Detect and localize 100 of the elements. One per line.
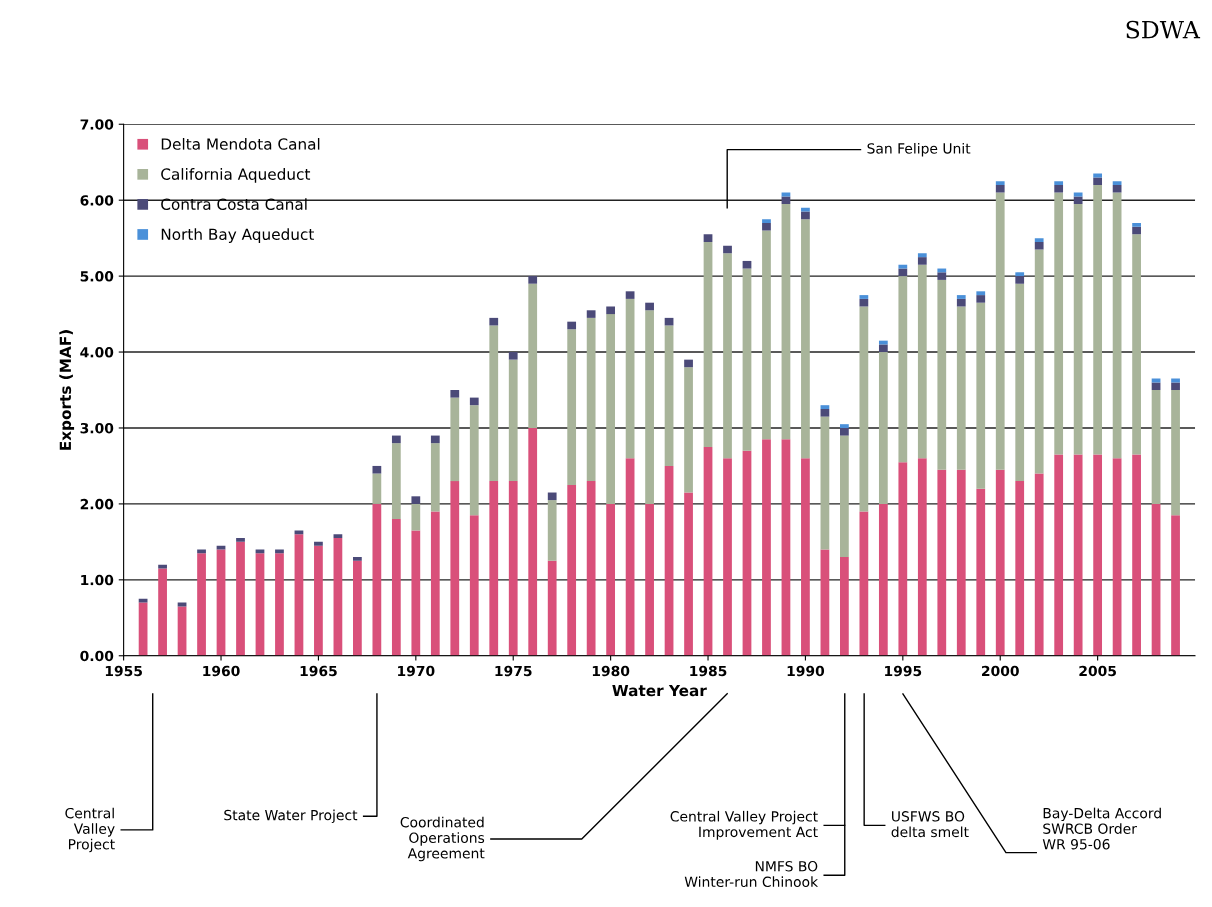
bar: [995, 181, 1005, 185]
bar: [703, 234, 713, 242]
bar: [1132, 234, 1141, 455]
bar: [1015, 283, 1025, 482]
y-tick-label: 6.00: [80, 195, 114, 206]
bar: [508, 359, 518, 482]
bar: [801, 211, 810, 220]
bar: [1073, 203, 1083, 455]
x-tick-label: 1985: [690, 665, 727, 677]
bar: [528, 283, 538, 428]
text: Coordinated Operations Agreement: [400, 816, 485, 862]
text: Central Valley Project: [65, 807, 115, 853]
bar: [684, 359, 693, 368]
bar: [1093, 454, 1103, 656]
bar: [567, 329, 577, 485]
bar: [762, 439, 771, 656]
bar: [1171, 390, 1180, 516]
bar: [1034, 473, 1044, 656]
bar: [236, 541, 245, 656]
bar: [255, 553, 265, 656]
bar: [917, 257, 927, 265]
bar: [1132, 222, 1141, 227]
bar: [469, 405, 479, 516]
bar: [216, 549, 226, 656]
bar: [586, 481, 596, 656]
bar: [995, 469, 1005, 656]
bar: [450, 390, 460, 398]
bar: [1171, 382, 1180, 391]
bar: [1073, 454, 1083, 656]
bar: [937, 279, 947, 470]
x-tick-label: 2000: [982, 665, 1019, 677]
bar: [840, 427, 849, 436]
x-axis-title: Water Year: [612, 684, 707, 697]
bar: [411, 496, 421, 504]
bar: [1015, 276, 1025, 284]
bar: [547, 492, 557, 501]
bar: [625, 458, 635, 656]
bar: [391, 435, 401, 444]
bar: [801, 219, 810, 459]
y-tick-label: 1.00: [81, 574, 114, 586]
bar: [995, 192, 1005, 470]
x-tick-label: 1975: [495, 665, 532, 677]
bar: [333, 534, 343, 539]
bar: [177, 606, 187, 656]
x-tick-label: 1995: [885, 665, 922, 677]
bar: [411, 530, 421, 656]
bar: [703, 446, 713, 656]
bar: [197, 549, 206, 554]
y-tick-label: 2.00: [80, 498, 114, 510]
bar: [294, 534, 304, 656]
bar: [275, 549, 284, 554]
bar: [878, 352, 888, 504]
bar: [781, 439, 791, 656]
bar: [1093, 185, 1103, 455]
bar: [606, 314, 616, 504]
bar: [391, 443, 401, 520]
bar: [820, 408, 830, 417]
legend-label: North Bay Aqueduct: [161, 228, 314, 243]
bar: [1112, 185, 1122, 193]
legend-label: California Aqueduct: [161, 168, 311, 183]
bar: [1054, 181, 1064, 185]
bar: [820, 549, 830, 656]
bar: [489, 325, 499, 482]
bar: [391, 519, 401, 656]
bar: [489, 481, 499, 656]
bar: [1132, 454, 1141, 656]
bar: [820, 416, 830, 550]
bar: [469, 397, 479, 406]
x-tick-label: 1990: [787, 665, 825, 677]
bar: [995, 185, 1005, 193]
y-tick-label: 3.00: [80, 422, 114, 434]
bar: [372, 503, 382, 656]
bar: [723, 458, 732, 656]
bar: [1054, 192, 1064, 455]
bar: [372, 465, 382, 474]
legend-label: Contra Costa Canal: [161, 198, 307, 210]
bar: [645, 302, 654, 311]
bar: [353, 557, 362, 561]
text: Central Valley Project Improvement Act: [670, 810, 818, 840]
bar: [625, 298, 635, 459]
y-tick-label: 0.00: [80, 650, 114, 662]
bar: [606, 306, 616, 315]
text: NMFS BO Winter-run Chinook: [684, 861, 819, 888]
bar: [742, 450, 752, 656]
bar: [430, 511, 440, 656]
bar: [859, 306, 869, 512]
bar: [430, 435, 440, 444]
text: Bay-Delta Accord SWRCB Order WR 95-06: [1042, 807, 1161, 850]
bar: [898, 276, 908, 463]
bar: [1112, 181, 1122, 185]
bar: [859, 295, 869, 299]
bar: [1034, 249, 1044, 474]
bar: [898, 268, 908, 277]
bar: [606, 503, 616, 656]
bar: [684, 367, 693, 493]
bar: [878, 503, 888, 656]
legend-label: Delta Mendota Canal: [161, 138, 320, 150]
bar: [236, 538, 245, 542]
bar: [547, 560, 557, 656]
bar: [489, 317, 499, 326]
